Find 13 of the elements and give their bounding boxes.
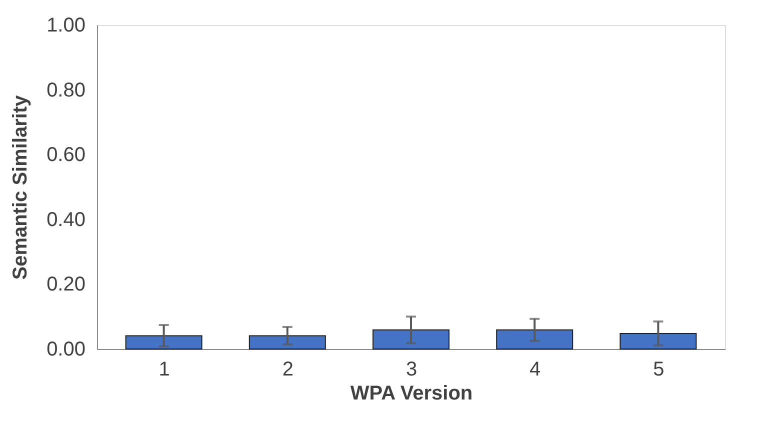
x-axis-title: WPA Version bbox=[350, 382, 473, 404]
x-tick-label: 5 bbox=[653, 358, 664, 380]
x-tick-label: 2 bbox=[282, 358, 294, 380]
y-tick-label: 0.20 bbox=[46, 274, 86, 296]
x-tick-label: 3 bbox=[406, 358, 418, 380]
y-tick-label: 0.60 bbox=[46, 144, 86, 166]
y-tick-label: 0.40 bbox=[46, 208, 86, 231]
x-tick-label: 1 bbox=[158, 358, 170, 380]
x-tick-label: 4 bbox=[530, 358, 541, 380]
y-tick-label: 0.80 bbox=[46, 79, 86, 102]
y-tick-label: 1.00 bbox=[46, 14, 86, 36]
y-axis-title: Semantic Similarity bbox=[10, 94, 32, 280]
y-tick-label: 0.00 bbox=[46, 338, 86, 360]
